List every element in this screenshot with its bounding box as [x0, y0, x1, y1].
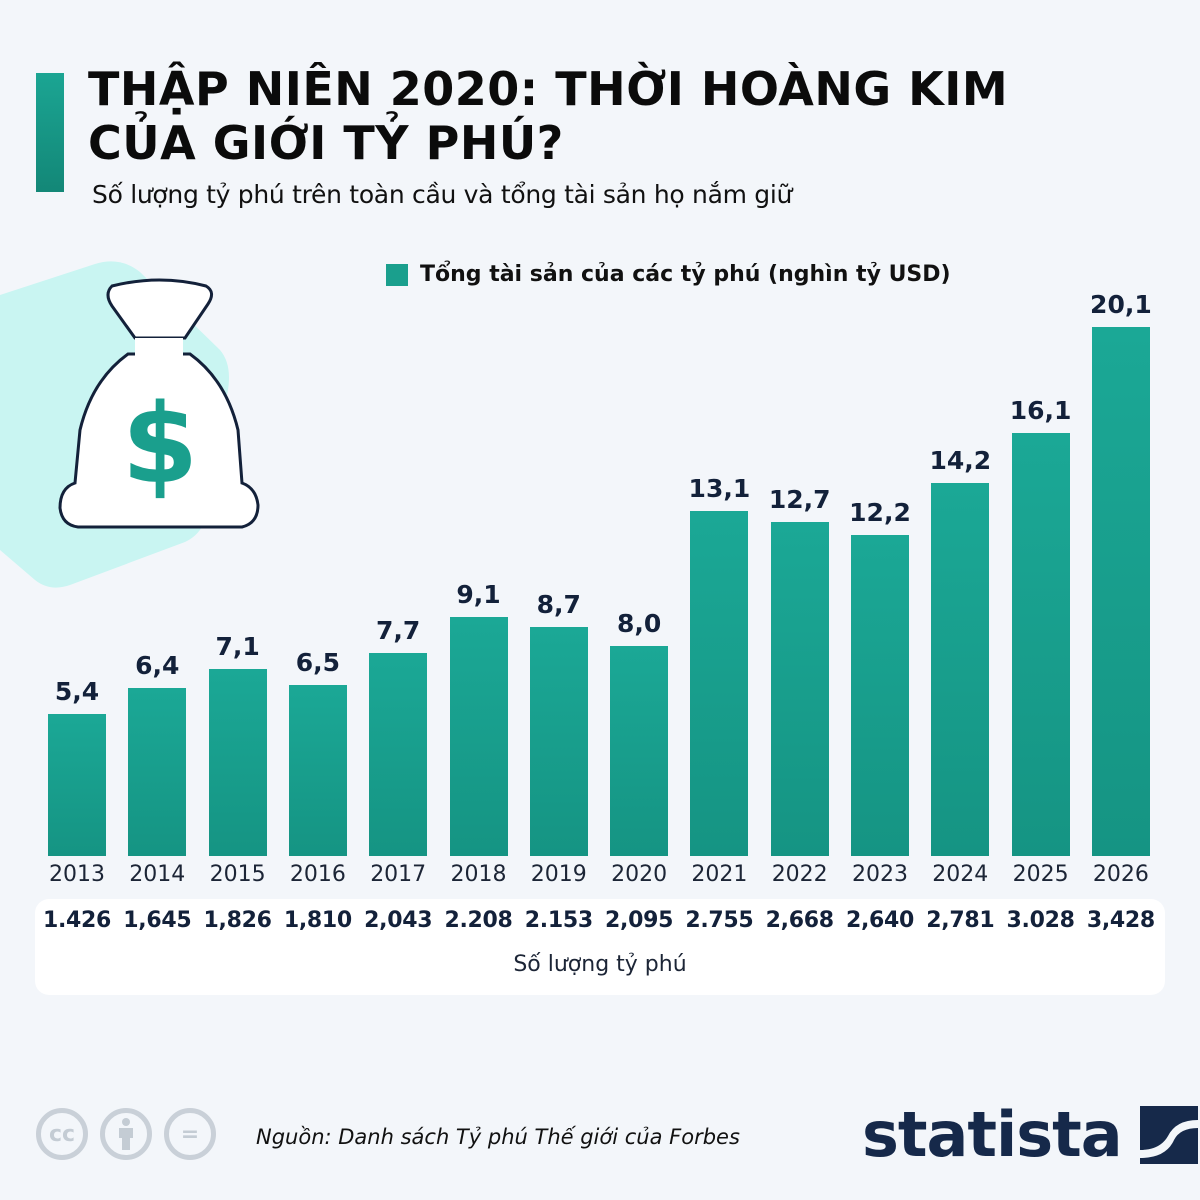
x-axis-tick-label: 2017	[370, 862, 427, 887]
x-axis-tick-label: 2020	[611, 862, 668, 887]
title-line-1: THẬP NIÊN 2020: THỜI HOÀNG KIM	[88, 62, 1009, 116]
bar-2014	[128, 687, 187, 856]
title-line-2: CỦA GIỚI TỶ PHÚ?	[88, 116, 564, 170]
bar-value-label: 8,0	[616, 608, 662, 638]
x-axis-tick-label: 2026	[1092, 862, 1149, 887]
bar-value-label: 14,2	[929, 445, 992, 475]
billionaire-count: 2.755	[685, 908, 754, 933]
billionaire-count: 2,640	[845, 908, 915, 933]
bar-value-label: 16,1	[1009, 395, 1072, 425]
x-axis-tick-label: 2015	[209, 862, 266, 887]
bar-2017	[369, 653, 428, 856]
billionaire-count: 1,810	[283, 908, 352, 933]
count-panel-label: Số lượng tỷ phú	[513, 952, 687, 977]
billionaire-count: 2.208	[444, 908, 513, 933]
title-accent-bar	[36, 73, 64, 192]
page-title: THẬP NIÊN 2020: THỜI HOÀNG KIM CỦA GIỚI …	[88, 62, 1168, 170]
bar-value-label: 7,1	[215, 632, 260, 662]
source-note: Nguồn: Danh sách Tỷ phú Thế giới của For…	[256, 1125, 740, 1149]
bar-value-label: 7,7	[376, 616, 421, 646]
cc-icon[interactable]: cc	[36, 1108, 88, 1160]
x-axis-tick-label: 2021	[691, 862, 748, 887]
billionaire-count: 2,668	[765, 908, 834, 933]
bar-2025	[1011, 432, 1070, 856]
statista-logo-icon	[1139, 1106, 1198, 1164]
bar-value-label: 6,5	[295, 648, 341, 678]
bar-chart: 5,4 2013 6,4 2014 7,1 2015 6,5 2016 7,7 2017 9,1 20…	[48, 290, 1152, 887]
x-axis-tick-label: 2024	[932, 862, 989, 887]
bar-2023	[851, 535, 909, 856]
bar-value-label: 5,4	[54, 676, 100, 706]
billionaire-count: 1,645	[123, 908, 192, 933]
bar-2020	[610, 645, 669, 856]
bar-value-label: 9,1	[456, 579, 501, 609]
bar-2026	[1091, 327, 1150, 856]
x-axis-tick-label: 2013	[49, 862, 105, 887]
bar-2024	[931, 482, 990, 856]
bar-2019	[529, 627, 588, 856]
chart-legend: Tổng tài sản của các tỷ phú (nghìn tỷ US…	[386, 262, 951, 287]
x-axis-tick-label: 2018	[450, 862, 507, 887]
statista-logo[interactable]: statista	[862, 1100, 1198, 1170]
attribution-icon[interactable]	[100, 1108, 152, 1160]
bar-value-label: 13,1	[688, 474, 751, 504]
bar-2022	[770, 521, 829, 856]
no-derivatives-icon[interactable]: =	[164, 1108, 216, 1160]
billionaire-count: 2.153	[524, 908, 593, 933]
bar-2016	[288, 685, 347, 856]
billionaire-count: 3,428	[1086, 908, 1155, 933]
bar-value-label: 8,7	[536, 590, 581, 620]
billionaire-count: 2,781	[926, 908, 995, 933]
brand-name: statista	[862, 1098, 1123, 1171]
billionaire-count: 3.028	[1006, 908, 1075, 933]
billionaire-count: 2,095	[605, 908, 674, 933]
billionaire-count: 1,826	[203, 908, 272, 933]
page-subtitle: Số lượng tỷ phú trên toàn cầu và tổng tà…	[92, 180, 793, 209]
x-axis-tick-label: 2023	[852, 862, 908, 887]
license-icons: cc =	[36, 1108, 216, 1160]
x-axis-tick-label: 2019	[530, 862, 587, 887]
x-axis-tick-label: 2016	[289, 862, 346, 887]
bar-2015	[208, 669, 267, 856]
svg-text:$: $	[122, 380, 199, 508]
x-axis-tick-label: 2025	[1012, 862, 1069, 887]
bar-2013	[48, 713, 106, 856]
legend-label: Tổng tài sản của các tỷ phú (nghìn tỷ US…	[420, 262, 951, 287]
bar-value-label: 12,2	[849, 498, 911, 528]
x-axis-tick-label: 2022	[771, 862, 828, 887]
bar-2021	[690, 511, 749, 856]
x-axis-tick-label: 2014	[129, 862, 186, 887]
bar-value-label: 6,4	[135, 650, 180, 680]
bar-value-label: 12,7	[768, 484, 831, 514]
billionaire-count: 2,043	[364, 908, 433, 933]
billionaire-count: 1.426	[42, 908, 112, 933]
bar-2018	[449, 616, 508, 856]
money-bag-icon: $	[0, 261, 260, 588]
bar-value-label: 20,1	[1090, 290, 1152, 320]
billionaire-count-panel	[35, 899, 1165, 995]
legend-swatch	[386, 263, 408, 286]
